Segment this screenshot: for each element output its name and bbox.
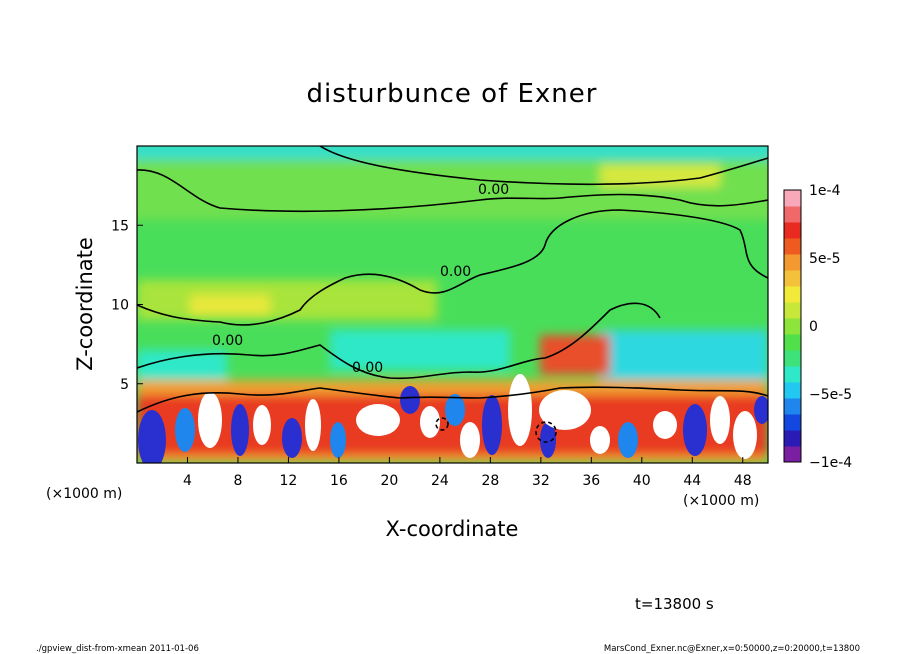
colorbar-label: 0: [809, 319, 818, 335]
colorbar-label: 1e-4: [809, 183, 841, 199]
contour-loop: [535, 421, 557, 443]
field-mid-yellow: [137, 280, 437, 320]
cell: [710, 396, 730, 444]
cell: [653, 411, 677, 439]
y-axis-title: Z-coordinate: [73, 237, 97, 371]
x-tick-label: 24: [431, 473, 449, 489]
cell: [482, 395, 502, 455]
colorbar-swatch: [784, 254, 801, 271]
contour-line: [137, 209, 768, 326]
contour-label: 0.00: [212, 333, 243, 349]
colorbar: 1e-4 5e-5 0 −5e-5 −1e-4: [784, 183, 852, 471]
x-axis: 4 8 12 16 20 24 28 32 36 40 44 48: [183, 457, 752, 489]
contour-label: 0.00: [478, 182, 509, 198]
field-left-cyan: [137, 350, 227, 380]
x-tick-label: 20: [380, 473, 398, 489]
x-tick-label: 4: [183, 473, 192, 489]
y-axis: 5 10 15: [111, 218, 143, 393]
colorbar-label: −5e-5: [809, 387, 852, 403]
colorbar-swatch: [784, 382, 801, 399]
colorbar-swatch: [784, 350, 801, 367]
cell: [539, 390, 591, 430]
x-tick-label: 48: [734, 473, 752, 489]
cell: [754, 396, 768, 424]
colorbar-swatch: [784, 366, 801, 383]
cell: [540, 422, 556, 458]
colorbar-swatch: [784, 270, 801, 287]
colorbar-swatch: [784, 206, 801, 223]
y-unit-label: (×1000 m): [46, 486, 122, 502]
cell: [356, 404, 400, 436]
cell: [305, 399, 321, 451]
contour-line: [137, 169, 768, 213]
x-tick-label: 12: [280, 473, 298, 489]
field-top-band: [137, 146, 768, 162]
cell: [175, 408, 195, 452]
contour-line: [137, 302, 661, 380]
field-mid-yellow2: [190, 295, 270, 315]
x-tick-label: 40: [633, 473, 651, 489]
colorbar-swatch: [784, 286, 801, 303]
contour-label: 0.00: [440, 264, 471, 280]
field-upper-yellow: [600, 165, 720, 187]
colorbar-swatch: [784, 318, 801, 335]
cell: [198, 392, 222, 448]
cell: [420, 406, 440, 438]
cell: [138, 410, 166, 463]
x-tick-label: 32: [532, 473, 550, 489]
x-tick-label: 28: [481, 473, 499, 489]
cell: [460, 422, 480, 458]
time-label: t=13800 s: [635, 595, 714, 613]
colorbar-swatch: [784, 334, 801, 351]
chart-title: disturbunce of Exner: [307, 79, 598, 109]
cell: [508, 374, 532, 446]
cell: [733, 411, 757, 459]
colorbar-swatch: [784, 238, 801, 255]
y-tick-label: 15: [111, 218, 129, 234]
cell: [618, 422, 638, 458]
colorbar-swatch: [784, 222, 801, 239]
cell: [282, 418, 302, 458]
plot-area: 0.00 0.00 0.00 0.00: [137, 146, 768, 463]
colorbar-swatch: [784, 398, 801, 415]
x-tick-label: 36: [582, 473, 600, 489]
cell: [253, 405, 271, 445]
x-tick-label: 8: [233, 473, 242, 489]
x-tick-label: 44: [683, 473, 701, 489]
cell: [330, 422, 346, 458]
colorbar-swatch: [784, 302, 801, 319]
colorbar-swatch: [784, 414, 801, 431]
y-tick-label: 5: [120, 377, 129, 393]
y-tick-label: 10: [111, 298, 129, 314]
convective-cells: [138, 374, 768, 463]
contour-label: 0.00: [352, 360, 383, 376]
footer-left: ./gpview_dist-from-xmean 2011-01-06: [36, 644, 199, 654]
colorbar-label: 5e-5: [809, 251, 840, 267]
x-axis-title: X-coordinate: [386, 517, 519, 541]
x-tick-label: 16: [330, 473, 348, 489]
colorbar-swatch: [784, 190, 801, 207]
contours: [137, 146, 768, 443]
colorbar-frame: [783, 189, 802, 463]
cell: [231, 404, 249, 456]
cell: [400, 386, 420, 414]
x-unit-label: (×1000 m): [683, 493, 759, 509]
contour-loop: [435, 417, 449, 431]
cell: [445, 394, 465, 426]
contour-labels: 0.00 0.00 0.00 0.00: [212, 182, 509, 376]
contour-line: [319, 146, 768, 186]
cell: [683, 404, 707, 456]
contour-line: [137, 386, 768, 413]
footer-right: MarsCond_Exner.nc@Exner,x=0:50000,z=0:20…: [604, 644, 860, 654]
cell: [590, 426, 610, 454]
colorbar-swatch: [784, 446, 801, 463]
colorbar-swatch: [784, 430, 801, 447]
colorbar-label: −1e-4: [809, 455, 852, 471]
field-mid-cyan: [330, 330, 510, 370]
